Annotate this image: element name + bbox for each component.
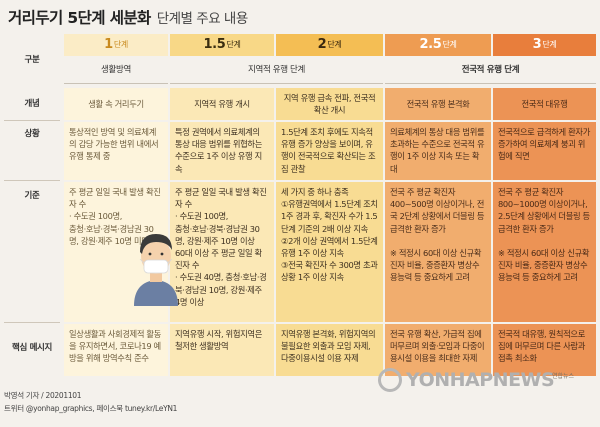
concept-stage-1-5: 지역적 유행 개시: [170, 88, 274, 120]
row-label-criteria: 기준: [24, 191, 40, 201]
message-stage-1-5: 지역유행 시작, 위험지역은 철저한 생활방역: [170, 324, 274, 376]
page-title: 거리두기 5단계 세분화: [8, 9, 151, 27]
stage-number: 1: [104, 36, 113, 52]
criteria-stage-2-5: 전국 주 평균 확진자 400~500명 이상이거나, 전국 2단계 상황에서 …: [385, 182, 491, 322]
divider: [4, 120, 60, 121]
row-label-concept: 개념: [24, 99, 40, 109]
page-subtitle: 단계별 주요 내용: [156, 11, 249, 27]
stage-number: 2.5: [419, 36, 442, 52]
situation-stage-1-5: 특정 권역에서 의료체계의 통상 대응 범위를 위협하는 수준으로 1주 이상 …: [170, 122, 274, 180]
stage-unit: 단계: [542, 39, 557, 49]
stage-header-3: 3 단계: [493, 34, 596, 56]
message-stage-3: 전국적 대유행, 원칙적으로 집에 머무르며 다른 사람과 접촉 최소화: [493, 324, 596, 376]
row-label-situation: 상황: [24, 129, 40, 139]
divider: [4, 180, 60, 181]
watermark-logo: YONHAPNEWS: [378, 368, 555, 392]
concept-stage-1: 생활 속 거리두기: [64, 88, 168, 120]
message-stage-1: 일상생활과 사회경제적 활동을 유지하면서, 코로나19 예방을 위해 방역수칙…: [64, 324, 168, 376]
stage-unit: 단계: [226, 39, 241, 49]
stage-header-2-5: 2.5 단계: [385, 34, 491, 56]
stage-number: 1.5: [203, 36, 226, 52]
group-label-regional: 지역적 유행 단계: [170, 58, 383, 84]
group-label-daily: 생활방역: [64, 58, 168, 84]
divider: [4, 322, 60, 323]
stage-unit: 단계: [327, 39, 342, 49]
criteria-stage-2: 세 가지 중 하나 충족 ①유행권역에서 1.5단계 조치 1주 경과 후, 확…: [276, 182, 383, 322]
criteria-stage-3: 전국 주 평균 확진자 800~1000명 이상이거나, 2.5단계 상황에서 …: [493, 182, 596, 322]
concept-stage-3: 전국적 대유행: [493, 88, 596, 120]
logo-circle-icon: [378, 368, 402, 392]
stage-header-1-5: 1.5 단계: [170, 34, 274, 56]
concept-stage-2: 지역 유행 급속 전파, 전국적 확산 개시: [276, 88, 383, 120]
stage-number: 2: [317, 36, 327, 52]
group-label-national: 전국적 유행 단계: [385, 58, 596, 84]
stage-unit: 단계: [442, 39, 457, 49]
stage-header-1: 1 단계: [64, 34, 168, 56]
row-label-message: 핵심 메시지: [12, 343, 52, 353]
message-stage-2-5: 전국 유행 확산, 가급적 집에 머무르며 외출·모임과 다중이용시설 이용을 …: [385, 324, 491, 376]
stage-header-2: 2 단계: [276, 34, 383, 56]
stage-unit: 단계: [113, 39, 128, 49]
masked-person-illustration: [134, 234, 178, 306]
stage-number: 3: [532, 36, 542, 52]
stage-table: 구분 1 단계 1.5 단계 2 단계 2.5 단계 3 단계 생활방역 지역적 유행 단…: [4, 34, 600, 381]
publisher-mark: 연합뉴스: [552, 373, 575, 380]
footer-social: 트위터 @yonhap_graphics, 페이스북 tuney.kr/LeYN…: [4, 404, 178, 413]
situation-stage-2: 1.5단계 조치 후에도 지속적 유행 증가 양상을 보이며, 유행이 전국적으…: [276, 122, 383, 180]
criteria-stage-1-5: 주 평균 일일 국내 발생 확진자 수 · 수도권 100명, 충청·호남·경북…: [170, 182, 274, 322]
concept-stage-2-5: 전국적 유행 본격화: [385, 88, 491, 120]
situation-stage-2-5: 의료체계의 통상 대응 범위를 초과하는 수준으로 전국적 유행이 1주 이상 …: [385, 122, 491, 180]
footer-credit: 박영석 기자 / 20201101: [4, 391, 82, 400]
row-label-division: 구분: [24, 55, 40, 65]
message-stage-2: 지역유행 본격화, 위험지역의 불필요한 외출과 모임 자제, 다중이용시설 이…: [276, 324, 383, 376]
situation-stage-1: 통상적인 방역 및 의료체계의 감당 가능한 범위 내에서 유행 통제 중: [64, 122, 168, 180]
situation-stage-3: 전국적으로 급격하게 환자가 증가하여 의료체계 붕괴 위험에 직면: [493, 122, 596, 180]
title-row: 거리두기 5단계 세분화 단계별 주요 내용: [8, 6, 248, 30]
logo-text: YONHAPNEWS: [406, 369, 555, 391]
